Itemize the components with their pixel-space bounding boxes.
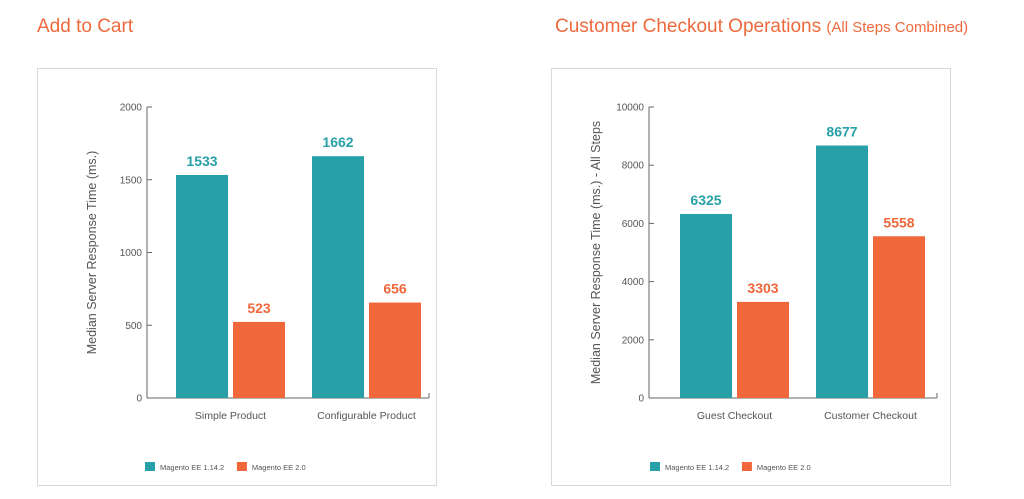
y-axis-label: Median Server Response Time (ms.)	[85, 151, 99, 355]
y-tick-label-0: 0	[638, 394, 644, 405]
chart-title-add-to-cart: Add to Cart	[37, 16, 134, 37]
y-axis-label: Median Server Response Time (ms.) - All …	[589, 121, 603, 384]
bar-simple-product-magento-ee-2-0	[233, 321, 285, 398]
bar-configurable-product-magento-ee-2-0	[369, 302, 421, 398]
x-tick-label-guest-checkout: Guest Checkout	[697, 410, 772, 422]
data-label-guest-checkout-magento-ee-2-0: 3303	[747, 280, 778, 296]
legend-swatch-magento-ee-1-14-2	[145, 462, 155, 471]
y-tick-label-1500: 1500	[120, 175, 143, 186]
legend-swatch-magento-ee-2-0	[741, 462, 752, 471]
data-label-simple-product-magento-ee-2-0: 523	[247, 300, 271, 316]
data-label-customer-checkout-magento-ee-2-0: 5558	[883, 214, 914, 230]
chart-title-checkout: Customer Checkout Operations (All Steps …	[555, 16, 968, 38]
add-to-cart-chart-panel: 0 500 1000 1500 2000 Median Server Response T…	[37, 68, 437, 486]
checkout-chart: 0 2000 4000 6000 8000 10000 Median Server Resp…	[589, 103, 938, 472]
legend-label-magento-ee-2-0: Magento EE 2.0	[252, 463, 306, 472]
legend-label-magento-ee-1-14-2: Magento EE 1.14.2	[160, 463, 224, 472]
bar-guest-checkout-magento-ee-1-14-2	[680, 213, 732, 398]
y-tick-label-8000: 8000	[622, 161, 645, 172]
checkout-chart-panel: 0 2000 4000 6000 8000 10000 Median Server Resp…	[551, 68, 951, 486]
legend-swatch-magento-ee-2-0	[236, 462, 247, 471]
y-tick-label-0: 0	[136, 394, 142, 405]
chart-title-main: Customer Checkout Operations	[555, 16, 822, 37]
data-label-configurable-product-magento-ee-2-0: 656	[383, 281, 407, 297]
bar-configurable-product-magento-ee-1-14-2	[312, 156, 364, 398]
bar-simple-product-magento-ee-1-14-2	[176, 174, 228, 398]
chart-title-subtitle: (All Steps Combined)	[826, 19, 969, 36]
bar-customer-checkout-magento-ee-1-14-2	[816, 145, 868, 398]
x-tick-label-configurable-product: Configurable Product	[317, 410, 416, 422]
data-label-guest-checkout-magento-ee-1-14-2: 6325	[690, 192, 721, 208]
y-tick-label-1000: 1000	[120, 248, 143, 259]
y-tick-label-2000: 2000	[622, 335, 645, 346]
data-label-configurable-product-magento-ee-1-14-2: 1662	[322, 134, 353, 150]
bar-guest-checkout-magento-ee-2-0	[737, 301, 789, 398]
legend-swatch-magento-ee-1-14-2	[650, 462, 660, 471]
y-tick-label-2000: 2000	[120, 103, 143, 114]
y-tick-label-4000: 4000	[622, 277, 645, 288]
data-label-customer-checkout-magento-ee-1-14-2: 8677	[826, 123, 857, 139]
add-to-cart-chart: 0 500 1000 1500 2000 Median Server Response T…	[85, 103, 430, 472]
data-label-simple-product-magento-ee-1-14-2: 1533	[186, 153, 217, 169]
y-tick-label-6000: 6000	[622, 219, 645, 230]
legend-label-magento-ee-1-14-2: Magento EE 1.14.2	[665, 463, 729, 472]
y-tick-label-500: 500	[125, 321, 142, 332]
legend-label-magento-ee-2-0: Magento EE 2.0	[757, 463, 811, 472]
bar-customer-checkout-magento-ee-2-0	[873, 236, 925, 398]
y-tick-label-10000: 10000	[616, 103, 644, 114]
x-tick-label-customer-checkout: Customer Checkout	[824, 410, 917, 422]
x-tick-label-simple-product: Simple Product	[195, 410, 266, 422]
